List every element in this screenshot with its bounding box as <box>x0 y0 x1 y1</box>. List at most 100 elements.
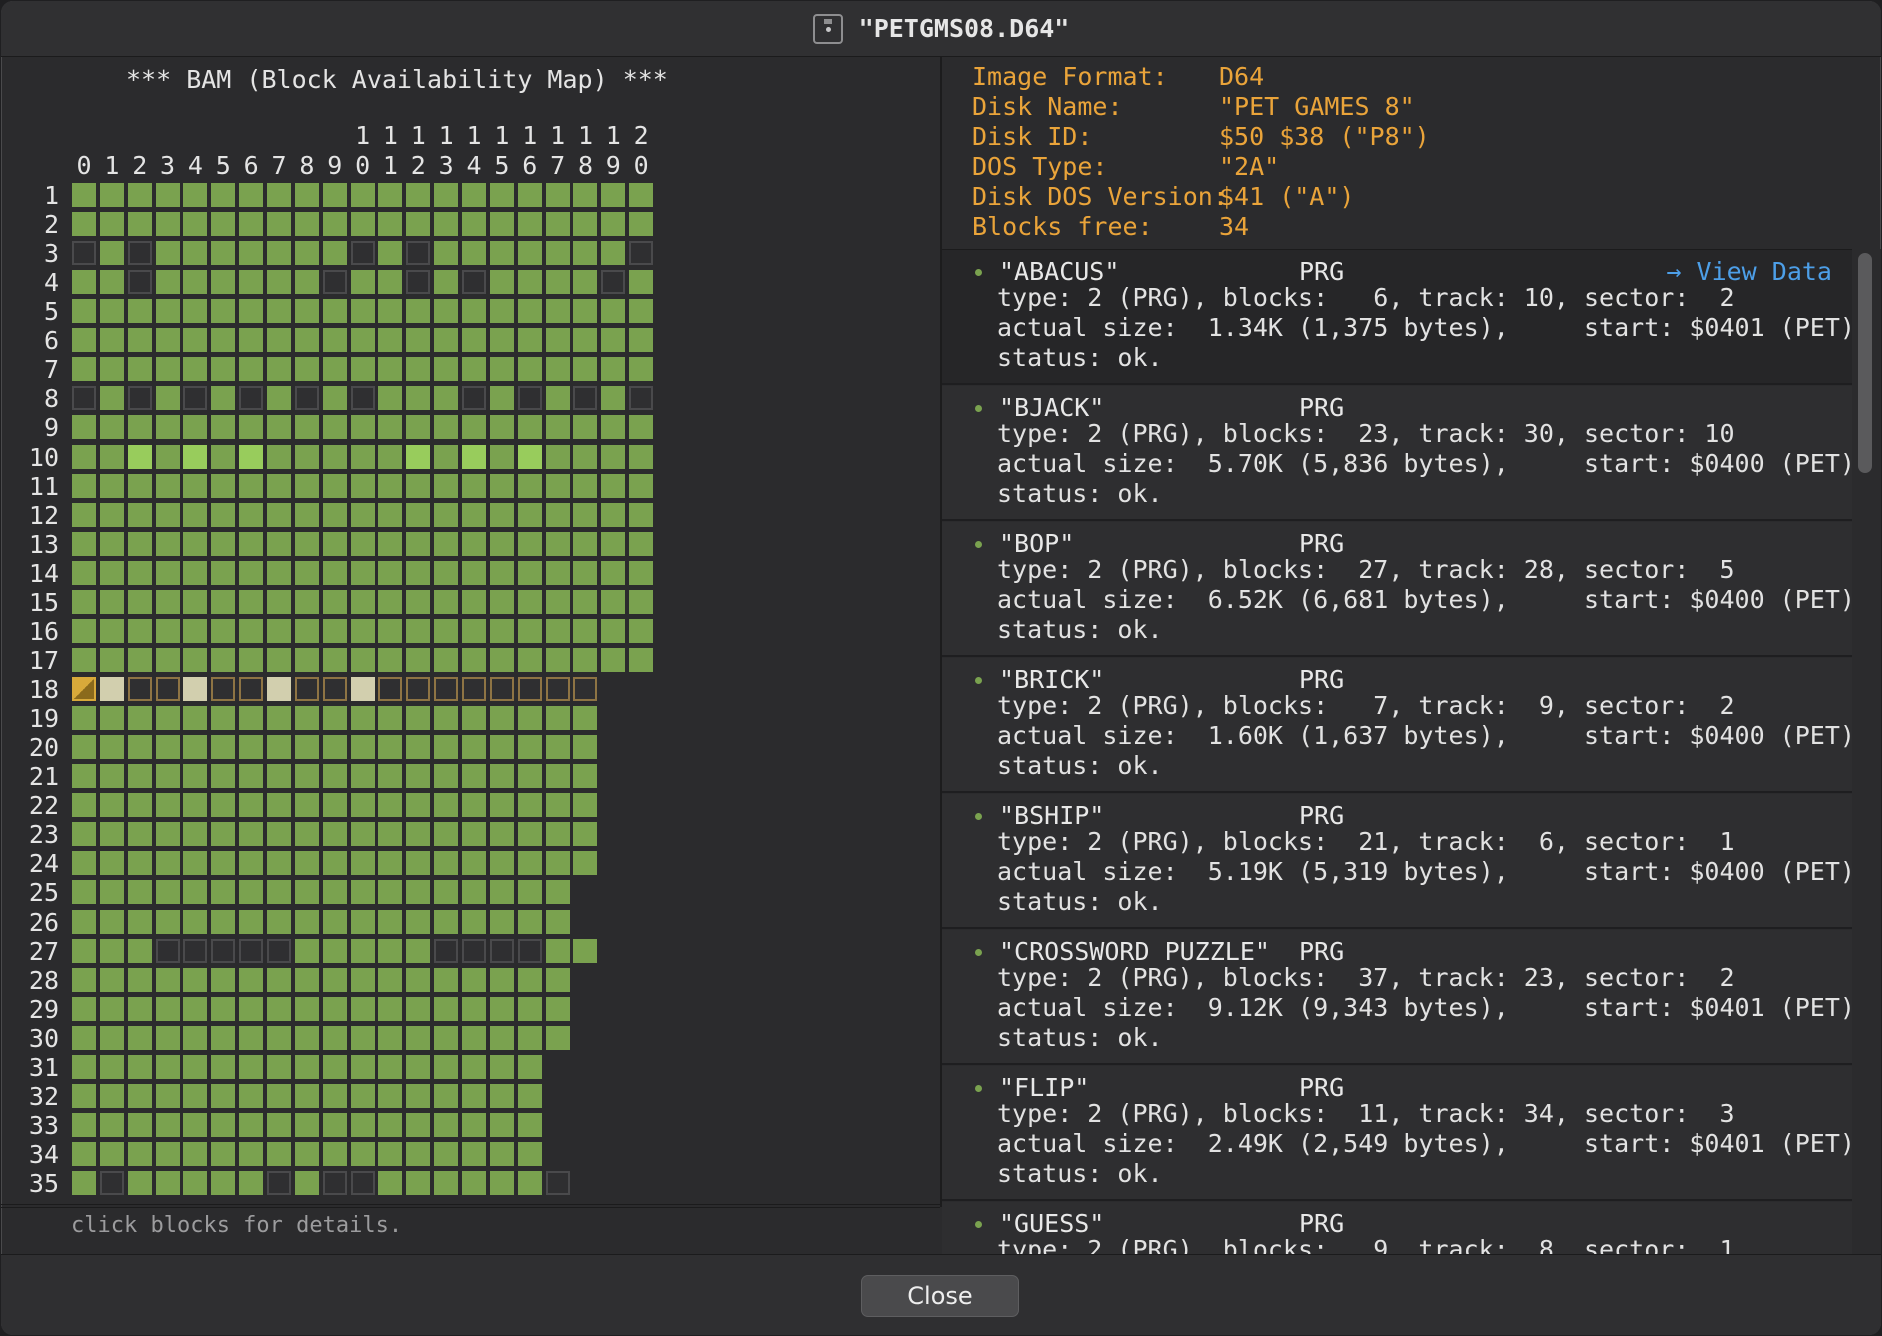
bam-block[interactable] <box>629 560 654 585</box>
bam-block[interactable] <box>72 735 96 760</box>
bam-block[interactable] <box>406 473 431 498</box>
bam-block[interactable] <box>99 415 124 440</box>
bam-block[interactable] <box>629 328 654 353</box>
bam-block[interactable] <box>239 793 264 818</box>
bam-block[interactable] <box>462 764 487 789</box>
bam-block[interactable] <box>601 328 626 353</box>
bam-block[interactable] <box>127 793 152 818</box>
bam-block[interactable] <box>267 560 292 585</box>
bam-block[interactable] <box>99 1141 124 1166</box>
bam-block[interactable] <box>211 502 236 527</box>
bam-block[interactable] <box>629 444 654 469</box>
bam-block[interactable] <box>267 909 292 934</box>
bam-block[interactable] <box>322 502 347 527</box>
bam-block[interactable] <box>350 357 375 382</box>
bam-block[interactable] <box>573 764 598 789</box>
bam-block[interactable] <box>378 502 403 527</box>
bam-block[interactable] <box>350 764 375 789</box>
bam-block[interactable] <box>489 560 514 585</box>
bam-block[interactable] <box>489 212 514 237</box>
bam-block[interactable] <box>350 560 375 585</box>
bam-block[interactable] <box>406 1083 431 1108</box>
bam-block[interactable] <box>378 357 403 382</box>
bam-block[interactable] <box>267 473 292 498</box>
bam-block[interactable] <box>267 1112 292 1137</box>
bam-block[interactable] <box>322 764 347 789</box>
bam-block[interactable] <box>489 996 514 1021</box>
bam-block[interactable] <box>294 531 319 556</box>
bam-block[interactable] <box>183 560 208 585</box>
bam-block[interactable] <box>462 677 487 702</box>
bam-block[interactable] <box>267 822 292 847</box>
bam-block[interactable] <box>517 328 542 353</box>
bam-block[interactable] <box>573 328 598 353</box>
bam-block[interactable] <box>99 677 124 702</box>
bam-block[interactable] <box>72 677 96 702</box>
bam-block[interactable] <box>72 212 96 237</box>
bam-block[interactable] <box>127 270 152 295</box>
bam-block[interactable] <box>155 1141 180 1166</box>
bam-block[interactable] <box>489 1141 514 1166</box>
bam-block[interactable] <box>72 1025 96 1050</box>
bam-block[interactable] <box>350 299 375 324</box>
bam-block[interactable] <box>183 1083 208 1108</box>
bam-block[interactable] <box>434 851 459 876</box>
bam-block[interactable] <box>267 880 292 905</box>
bam-block[interactable] <box>127 938 152 963</box>
bam-block[interactable] <box>211 996 236 1021</box>
bam-block[interactable] <box>183 531 208 556</box>
bam-block[interactable] <box>322 386 347 411</box>
bam-block[interactable] <box>99 444 124 469</box>
bam-block[interactable] <box>155 647 180 672</box>
bam-block[interactable] <box>127 415 152 440</box>
bam-block[interactable] <box>239 386 264 411</box>
bam-block[interactable] <box>489 270 514 295</box>
bam-block[interactable] <box>239 1083 264 1108</box>
bam-block[interactable] <box>211 1171 236 1196</box>
bam-block[interactable] <box>183 212 208 237</box>
bam-block[interactable] <box>406 880 431 905</box>
bam-block[interactable] <box>350 880 375 905</box>
bam-block[interactable] <box>489 735 514 760</box>
bam-block[interactable] <box>406 647 431 672</box>
bam-block[interactable] <box>99 183 124 207</box>
bam-block[interactable] <box>127 647 152 672</box>
bam-block[interactable] <box>155 502 180 527</box>
bam-block[interactable] <box>211 299 236 324</box>
bam-block[interactable] <box>573 241 598 266</box>
bam-block[interactable] <box>127 909 152 934</box>
bam-block[interactable] <box>294 996 319 1021</box>
bam-block[interactable] <box>462 502 487 527</box>
bam-block[interactable] <box>350 1025 375 1050</box>
bam-block[interactable] <box>72 560 96 585</box>
bam-block[interactable] <box>406 735 431 760</box>
bam-block[interactable] <box>267 386 292 411</box>
bam-block[interactable] <box>489 851 514 876</box>
bam-block[interactable] <box>350 473 375 498</box>
bam-block[interactable] <box>127 212 152 237</box>
bam-block[interactable] <box>406 1112 431 1137</box>
bam-block[interactable] <box>72 241 96 266</box>
bam-block[interactable] <box>294 618 319 643</box>
bam-block[interactable] <box>378 241 403 266</box>
bam-block[interactable] <box>267 589 292 614</box>
bam-block[interactable] <box>545 241 570 266</box>
bam-block[interactable] <box>267 1083 292 1108</box>
bam-block[interactable] <box>99 1083 124 1108</box>
bam-block[interactable] <box>462 415 487 440</box>
bam-block[interactable] <box>573 677 598 702</box>
bam-block[interactable] <box>517 822 542 847</box>
bam-block[interactable] <box>211 270 236 295</box>
bam-block[interactable] <box>99 1112 124 1137</box>
bam-block[interactable] <box>72 764 96 789</box>
bam-block[interactable] <box>211 1025 236 1050</box>
file-entry[interactable]: "ABACUS" PRG type: 2 (PRG), blocks: 6, tra… <box>942 250 1852 385</box>
bam-block[interactable] <box>378 706 403 731</box>
bam-block[interactable] <box>72 415 96 440</box>
bam-block[interactable] <box>489 531 514 556</box>
bam-block[interactable] <box>601 618 626 643</box>
bam-block[interactable] <box>378 560 403 585</box>
bam-block[interactable] <box>462 706 487 731</box>
bam-block[interactable] <box>573 270 598 295</box>
bam-block[interactable] <box>434 473 459 498</box>
